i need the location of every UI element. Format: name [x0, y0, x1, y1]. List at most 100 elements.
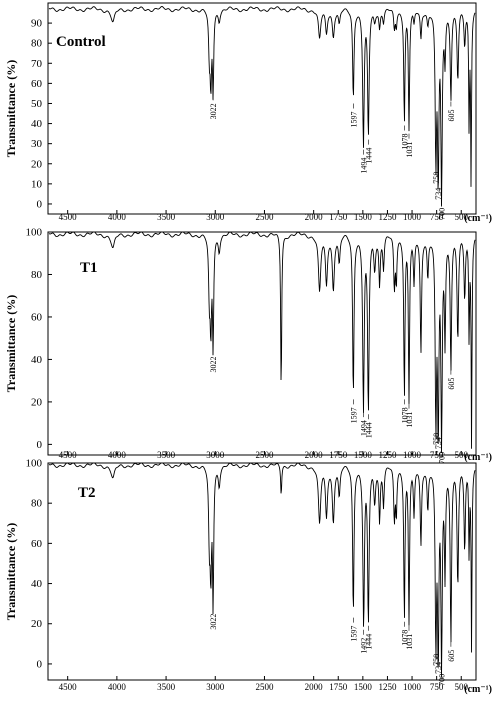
peak-annotation: 1597 — [349, 103, 358, 127]
x-tick-label: 2000 — [305, 682, 324, 692]
peak-annotation: 758 — [432, 424, 441, 445]
panel-title: T1 — [80, 260, 98, 276]
x-tick-label: 1500 — [354, 682, 373, 692]
peak-label: 605 — [447, 650, 456, 662]
peak-label: 758 — [432, 433, 441, 445]
x-tick-label: 4000 — [108, 682, 127, 692]
peak-label: 3022 — [209, 614, 218, 630]
peak-label: 700 — [438, 674, 447, 686]
peak-label: 1597 — [349, 626, 358, 642]
x-tick-label: 1250 — [378, 450, 397, 460]
spectrum-panel-2: 0 20 40 60 80 100 4500 4000 3500 3000 2500 2000 1750… — [4, 227, 492, 465]
x-unit-label: (cm⁻¹) — [464, 213, 492, 224]
x-tick-label: 500 — [454, 212, 468, 222]
y-tick-label: 60 — [31, 78, 43, 90]
peak-annotation: 758 — [432, 163, 441, 184]
peak-annotation: 1597 — [349, 617, 358, 642]
plot-frame — [47, 462, 477, 681]
peak-annotation: 700 — [438, 199, 447, 220]
x-tick-label: 4000 — [108, 212, 127, 222]
peak-annotation: 1494 — [359, 412, 368, 436]
panel-title: T2 — [78, 485, 96, 501]
x-tick-label: 2000 — [305, 450, 324, 460]
peak-label: 1597 — [349, 407, 358, 423]
y-tick-label: 100 — [26, 227, 43, 239]
peak-annotation: 605 — [447, 101, 456, 121]
peak-label: 1031 — [405, 142, 414, 158]
y-tick-label: 60 — [31, 538, 43, 550]
peak-annotation: 1031 — [405, 625, 414, 650]
x-tick-label: 4500 — [59, 212, 78, 222]
peak-annotation: 1078 — [400, 399, 409, 423]
x-tick-label: 4500 — [59, 450, 78, 460]
peak-annotation: 1444 — [364, 139, 373, 164]
x-tick-label: 500 — [454, 682, 468, 692]
x-tick-label: 750 — [430, 682, 444, 692]
y-tick-label: 30 — [31, 138, 43, 150]
peak-annotation: 1492 — [360, 629, 369, 654]
x-tick-label: 4000 — [108, 450, 127, 460]
spectrum-line — [48, 462, 476, 678]
peak-annotation: 1031 — [405, 133, 414, 158]
x-tick-label: 3000 — [206, 212, 225, 222]
peak-label: 1494 — [359, 158, 368, 174]
y-tick-label: 0 — [37, 658, 43, 670]
peak-label: 1078 — [400, 630, 409, 646]
y-axis-label: Transmittance (%) — [4, 295, 18, 392]
x-tick-label: 1000 — [403, 682, 422, 692]
x-tick-label: 1250 — [378, 682, 397, 692]
peak-annotation: 758 — [432, 645, 441, 666]
peak-label: 1492 — [360, 638, 369, 654]
x-tick-label: 4500 — [59, 682, 78, 692]
y-tick-label: 90 — [31, 18, 43, 30]
x-tick-label: 3500 — [157, 212, 176, 222]
peak-annotation: 1597 — [349, 399, 358, 423]
y-tick-label: 0 — [37, 198, 43, 210]
peak-label: 1031 — [405, 634, 414, 650]
peak-annotation: 1444 — [364, 625, 373, 650]
peak-label: 3022 — [209, 356, 218, 372]
peak-annotation: 3022 — [209, 605, 218, 630]
x-tick-label: 1750 — [329, 682, 348, 692]
x-tick-label: 3500 — [157, 682, 176, 692]
y-tick-label: 100 — [26, 458, 43, 470]
y-tick-label: 40 — [31, 578, 43, 590]
y-tick-label: 20 — [31, 396, 43, 408]
peak-label: 3022 — [209, 103, 218, 119]
y-tick-label: 40 — [31, 354, 43, 366]
x-tick-label: 750 — [430, 450, 444, 460]
peak-label: 700 — [438, 208, 447, 220]
x-tick-label: 1250 — [378, 212, 397, 222]
y-tick-label: 50 — [31, 98, 43, 110]
peak-annotation: 1494 — [359, 149, 368, 174]
x-tick-label: 3500 — [157, 450, 176, 460]
y-tick-label: 40 — [31, 118, 43, 130]
spectrum-line — [48, 6, 476, 207]
x-tick-label: 750 — [430, 212, 444, 222]
peak-annotation: 1078 — [400, 621, 409, 646]
y-tick-label: 80 — [31, 38, 43, 50]
peak-annotation: 700 — [438, 444, 447, 464]
x-unit-label: (cm⁻¹) — [464, 452, 492, 463]
y-axis-label: Transmittance (%) — [4, 60, 18, 157]
peak-label: 1494 — [359, 420, 368, 436]
peak-annotation: 734 — [434, 179, 443, 200]
peak-annotation: 700 — [438, 665, 447, 686]
peak-label: 1444 — [364, 634, 373, 650]
peak-label: 1444 — [364, 148, 373, 164]
peak-label: 1031 — [405, 412, 414, 428]
peak-annotation: 1031 — [405, 403, 414, 428]
peak-label: 734 — [434, 188, 443, 200]
x-tick-label: 1500 — [354, 212, 373, 222]
peak-annotation: 734 — [434, 653, 443, 674]
y-axis-label: Transmittance (%) — [4, 523, 18, 620]
plot-frame — [47, 2, 477, 215]
spectrum-panel-3: 0 20 40 60 80 100 4500 4000 3500 3000 2500 2000 1750… — [4, 458, 492, 696]
x-tick-label: 1750 — [329, 450, 348, 460]
x-tick-label: 2500 — [255, 212, 274, 222]
x-unit-label: (cm⁻¹) — [464, 684, 492, 695]
y-tick-label: 80 — [31, 498, 43, 510]
peak-label: 605 — [447, 378, 456, 390]
y-tick-label: 60 — [31, 311, 43, 323]
